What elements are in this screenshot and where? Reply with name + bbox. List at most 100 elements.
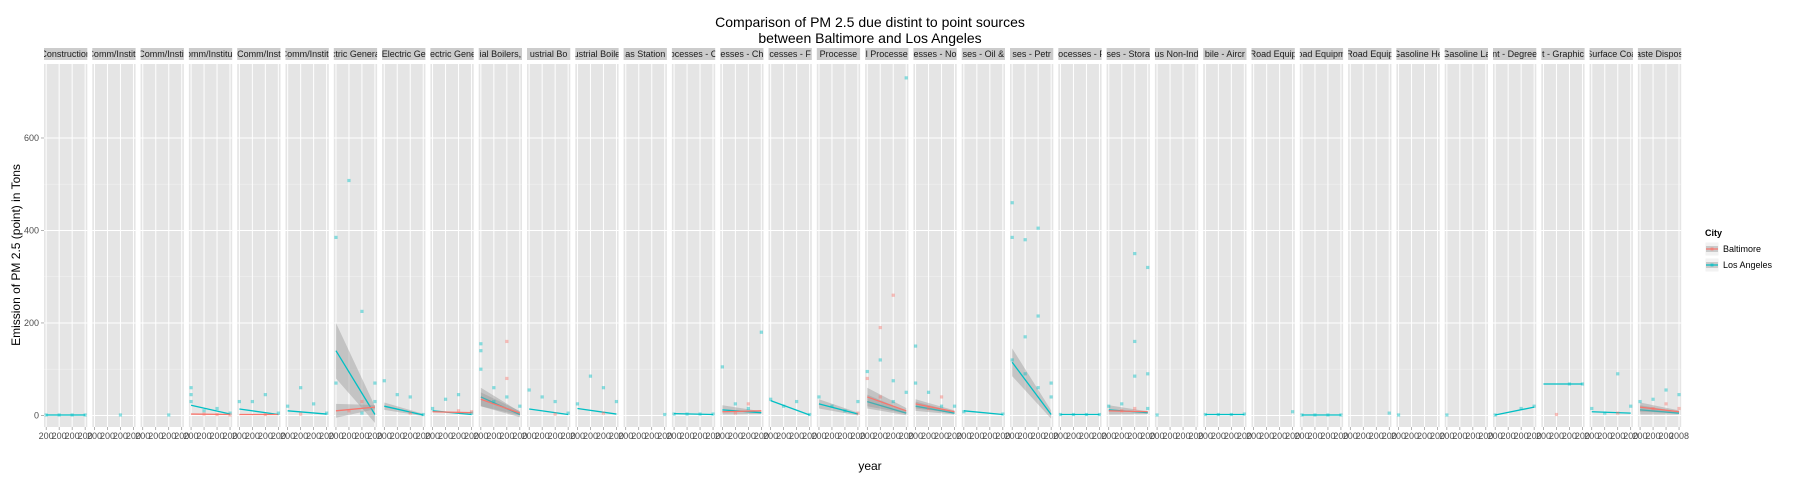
data-point <box>1146 407 1149 410</box>
facet-strip-label: Comm/Institutic <box>180 49 243 59</box>
data-point <box>479 368 482 371</box>
data-point <box>866 377 869 380</box>
data-point <box>1664 402 1667 405</box>
panel-background <box>92 64 135 427</box>
panel-background <box>624 64 667 427</box>
data-point <box>856 412 859 415</box>
data-point <box>721 365 724 368</box>
legend-key-point <box>1711 264 1714 267</box>
data-point <box>396 393 399 396</box>
panel-background <box>1493 64 1536 427</box>
data-point <box>1616 412 1619 415</box>
facet-strip-label: rocesses - F <box>1055 49 1105 59</box>
data-point <box>602 412 605 415</box>
y-tick-label: 600 <box>24 133 39 143</box>
data-point <box>492 400 495 403</box>
data-point <box>470 410 473 413</box>
data-point <box>264 393 267 396</box>
data-point <box>1011 201 1014 204</box>
data-point <box>602 386 605 389</box>
data-point <box>167 413 170 416</box>
data-point <box>1050 395 1053 398</box>
data-point <box>927 407 930 410</box>
panel-background <box>1590 64 1633 427</box>
panel-background <box>865 64 908 427</box>
panel-background <box>479 64 522 427</box>
data-point <box>711 412 714 415</box>
data-point <box>962 410 965 413</box>
data-point <box>940 395 943 398</box>
data-point <box>1651 398 1654 401</box>
data-point <box>672 412 675 415</box>
chart-title: Comparison of PM 2.5 due distint to poin… <box>715 14 1025 30</box>
data-point <box>760 331 763 334</box>
chart-subtitle: between Baltimore and Los Angeles <box>758 30 981 46</box>
panel-background <box>1252 64 1295 427</box>
data-point <box>1603 412 1606 415</box>
data-point <box>843 409 846 412</box>
facet-strip-label: ses - Petr <box>1012 49 1051 59</box>
y-tick-label: 0 <box>34 410 39 420</box>
data-point <box>892 400 895 403</box>
data-point <box>940 405 943 408</box>
data-point <box>1098 413 1101 416</box>
data-point <box>1339 413 1342 416</box>
data-point <box>905 391 908 394</box>
data-point <box>1677 407 1680 410</box>
panel-background <box>1203 64 1246 427</box>
data-point <box>879 326 882 329</box>
facet-strip-label: ial Boilers, <box>480 49 522 59</box>
panel-background <box>962 64 1005 427</box>
data-point <box>1037 227 1040 230</box>
data-point <box>914 381 917 384</box>
data-point <box>1291 410 1294 413</box>
data-point <box>45 413 48 416</box>
trend-line <box>674 414 713 415</box>
x-tick-label: 2008 <box>1669 431 1689 441</box>
data-point <box>1243 412 1246 415</box>
data-point <box>747 407 750 410</box>
data-point <box>567 412 570 415</box>
facet-strip-label: aste Dispos <box>1636 49 1684 59</box>
data-point <box>769 398 772 401</box>
data-point <box>1581 382 1584 385</box>
data-point <box>905 76 908 79</box>
data-point <box>1313 413 1316 416</box>
data-point <box>663 413 666 416</box>
data-point <box>505 340 508 343</box>
data-point <box>202 409 205 412</box>
data-point <box>1146 266 1149 269</box>
data-point <box>808 413 811 416</box>
data-point <box>264 413 267 416</box>
data-point <box>457 409 460 412</box>
panel-background <box>1107 64 1150 427</box>
legend-entry: Baltimore <box>1705 242 1761 256</box>
data-point <box>347 409 350 412</box>
data-point <box>1664 388 1667 391</box>
facet-strip-label: Road Equip <box>1250 49 1297 59</box>
data-point <box>444 398 447 401</box>
data-point <box>1388 412 1391 415</box>
data-point <box>479 349 482 352</box>
data-point <box>1133 252 1136 255</box>
data-point <box>1590 407 1593 410</box>
data-point <box>1024 372 1027 375</box>
data-point <box>1011 358 1014 361</box>
facet-strip-label: nt - Degree <box>1492 49 1537 59</box>
facet-strip-label: l Processe <box>866 49 908 59</box>
facet-strip-label: Road Equip <box>1346 49 1393 59</box>
data-point <box>492 386 495 389</box>
